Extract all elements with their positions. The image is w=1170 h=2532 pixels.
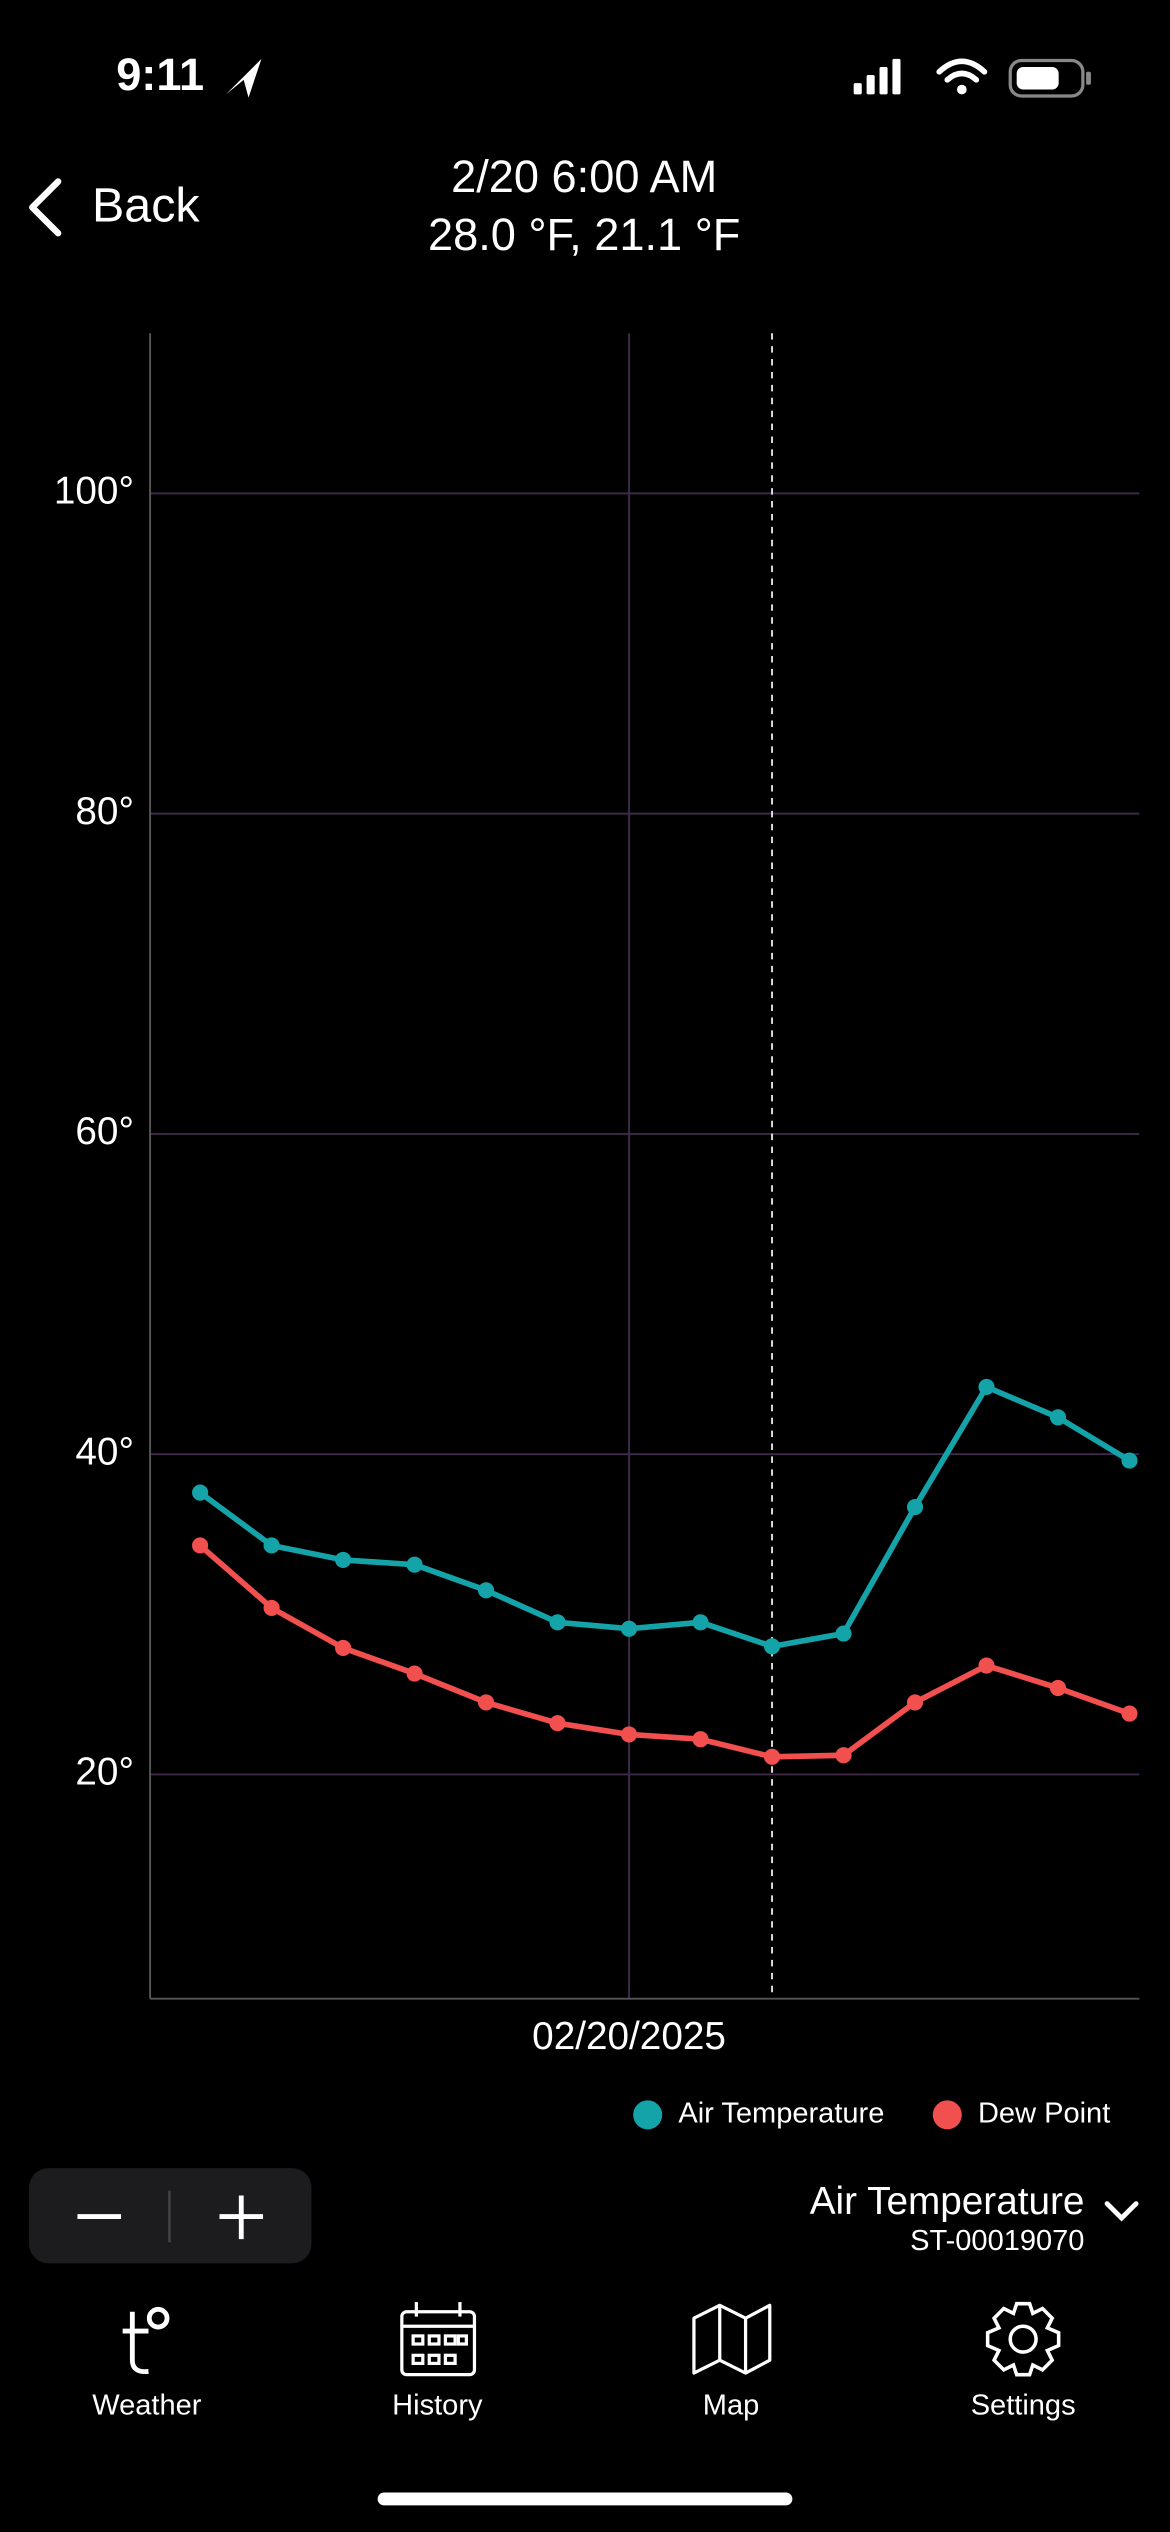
y-tick-label: 80° [75, 790, 134, 833]
tab-label[interactable]: Map [703, 2390, 759, 2422]
data-point[interactable] [263, 1599, 280, 1616]
data-point[interactable] [835, 1747, 852, 1764]
selector-chevron[interactable] [1104, 2201, 1139, 2222]
series-line [198, 1384, 1131, 1650]
data-point[interactable] [906, 1498, 924, 1516]
data-point[interactable] [335, 1551, 352, 1568]
data-point[interactable] [406, 1556, 423, 1573]
data-point[interactable] [1121, 1452, 1138, 1469]
data-point[interactable] [406, 1665, 423, 1682]
y-tick-label: 60° [75, 1110, 134, 1153]
battery-cap [1086, 71, 1091, 85]
settings-icon[interactable] [985, 2301, 1061, 2377]
data-point[interactable] [192, 1537, 209, 1554]
map-icon[interactable] [692, 2303, 772, 2375]
data-point[interactable] [763, 1638, 781, 1655]
series-line [198, 1543, 1131, 1760]
home-indicator [377, 2492, 793, 2506]
data-point[interactable] [978, 1657, 995, 1674]
location-icon [225, 58, 262, 98]
data-point[interactable] [906, 1694, 924, 1711]
data-point[interactable] [192, 1484, 209, 1501]
back-button[interactable]: Back [92, 179, 200, 233]
data-point[interactable] [763, 1748, 781, 1765]
data-point[interactable] [335, 1639, 352, 1657]
signal-icon [853, 58, 901, 95]
data-point[interactable] [1049, 1409, 1067, 1426]
data-point[interactable] [692, 1731, 709, 1748]
back-chevron[interactable] [29, 178, 62, 237]
data-point[interactable] [1049, 1679, 1067, 1697]
tab-label[interactable]: Settings [971, 2390, 1076, 2422]
header-subtitle: 28.0 °F, 21.1 °F [428, 209, 740, 260]
zoom-in[interactable] [219, 2195, 264, 2240]
y-tick-label: 100° [54, 470, 134, 513]
legend-swatch [633, 2100, 663, 2130]
legend-swatch [932, 2100, 962, 2130]
legend-label: Dew Point [978, 2098, 1110, 2130]
battery-level [1016, 66, 1059, 90]
battery-outline [1008, 58, 1085, 98]
y-tick-label: 40° [75, 1430, 134, 1473]
data-point[interactable] [620, 1726, 638, 1743]
data-point[interactable] [1121, 1705, 1138, 1722]
x-tick-label: 02/20/2025 [532, 2015, 726, 2058]
wifi-icon [936, 58, 988, 83]
tab-label[interactable]: History [392, 2390, 483, 2422]
wifi-dot [956, 84, 967, 95]
data-point[interactable] [835, 1625, 852, 1642]
legend-label: Air Temperature [678, 2098, 884, 2130]
data-point[interactable] [549, 1614, 566, 1631]
station-id: ST-00019070 [910, 2225, 1084, 2257]
history-icon[interactable] [400, 2302, 477, 2377]
sensor-selector[interactable]: Air Temperature [810, 2180, 1085, 2223]
y-tick-label: 20° [75, 1751, 134, 1794]
tab-bar: Weather History Map Settings [92, 2390, 1075, 2422]
data-point[interactable] [692, 1614, 709, 1631]
weather-icon[interactable] [122, 2306, 170, 2375]
data-point[interactable] [478, 1694, 495, 1711]
tab-label[interactable]: Weather [92, 2390, 202, 2422]
header-title: 2/20 6:00 AM [451, 151, 717, 202]
data-point[interactable] [263, 1537, 280, 1554]
data-point[interactable] [620, 1620, 638, 1637]
data-point[interactable] [978, 1378, 995, 1396]
plot: 20° 40° 60° 80° 100° 02/20/2025 [54, 333, 1140, 2058]
data-point[interactable] [478, 1582, 495, 1599]
status-time: 9:11 [116, 49, 204, 100]
data-point[interactable] [549, 1715, 566, 1732]
